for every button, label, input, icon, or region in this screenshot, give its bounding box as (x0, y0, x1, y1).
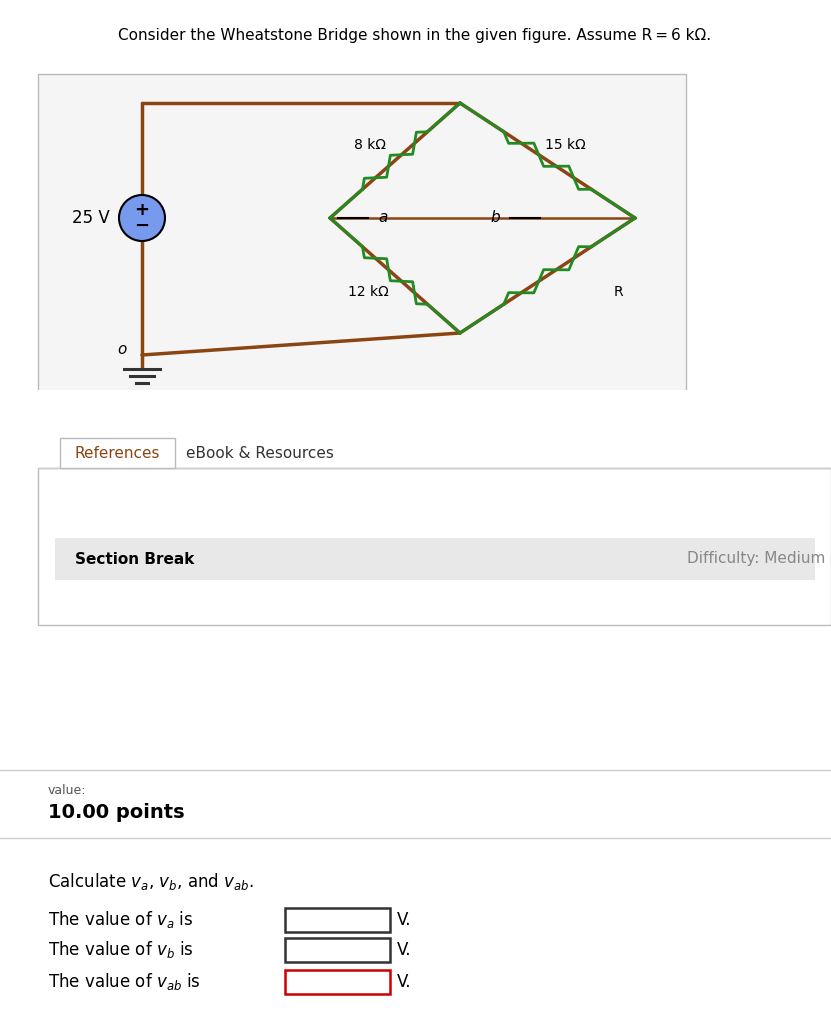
Text: o: o (117, 342, 126, 357)
Text: +: + (135, 201, 150, 219)
FancyBboxPatch shape (60, 438, 175, 468)
Circle shape (119, 195, 165, 241)
Text: R: R (613, 285, 622, 299)
Bar (285, 938, 390, 962)
Text: 8 kΩ: 8 kΩ (354, 138, 386, 152)
Text: a: a (378, 211, 387, 225)
Text: 12 kΩ: 12 kΩ (347, 285, 388, 299)
Bar (38, 390, 831, 500)
FancyBboxPatch shape (38, 74, 686, 392)
Text: eBook & Resources: eBook & Resources (186, 445, 334, 461)
Text: value:: value: (48, 783, 86, 797)
Text: Calculate $v_a$, $v_b$, and $v_{ab}$.: Calculate $v_a$, $v_b$, and $v_{ab}$. (48, 871, 254, 893)
Text: 10.00 points: 10.00 points (48, 804, 184, 822)
Text: References: References (74, 445, 160, 461)
FancyBboxPatch shape (38, 468, 831, 625)
Text: 25 V: 25 V (72, 209, 110, 227)
Text: The value of $v_a$ is: The value of $v_a$ is (48, 909, 194, 931)
Text: b: b (490, 211, 500, 225)
Text: The value of $v_{ab}$ is: The value of $v_{ab}$ is (48, 972, 201, 992)
Text: V.: V. (397, 973, 411, 991)
Text: 15 kΩ: 15 kΩ (544, 138, 585, 152)
Text: The value of $v_b$ is: The value of $v_b$ is (48, 939, 194, 961)
Bar (55, 538, 815, 580)
Text: Section Break: Section Break (75, 552, 194, 566)
Bar (285, 970, 390, 994)
Text: −: − (135, 217, 150, 234)
Text: Consider the Wheatstone Bridge shown in the given figure. Assume R = 6 kΩ.: Consider the Wheatstone Bridge shown in … (119, 28, 711, 43)
Text: V.: V. (397, 911, 411, 929)
Text: Difficulty: Medium: Difficulty: Medium (686, 552, 825, 566)
Bar (285, 908, 390, 932)
Text: V.: V. (397, 941, 411, 959)
